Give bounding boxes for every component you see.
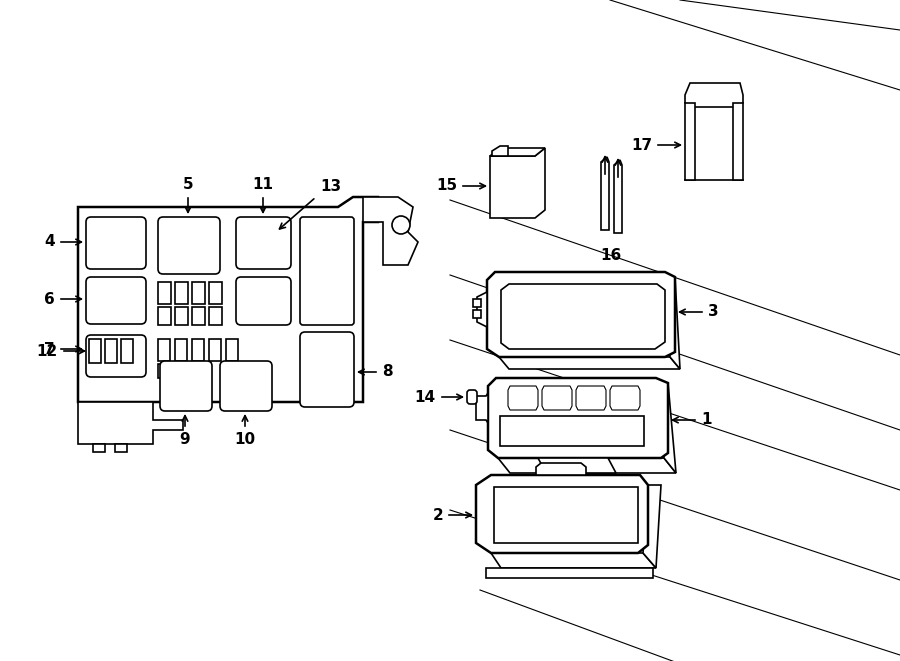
Bar (175, 282, 188, 304)
Polygon shape (733, 103, 743, 180)
Bar (473, 299, 481, 307)
Polygon shape (614, 160, 622, 233)
Text: 13: 13 (320, 179, 341, 194)
Polygon shape (501, 284, 665, 349)
Bar (89, 339, 101, 363)
Polygon shape (492, 146, 508, 156)
Polygon shape (78, 402, 183, 444)
Polygon shape (601, 157, 609, 230)
Text: 5: 5 (183, 177, 194, 192)
Bar (473, 310, 481, 318)
Polygon shape (78, 197, 378, 402)
Text: 15: 15 (436, 178, 457, 194)
Bar (158, 282, 171, 304)
Polygon shape (476, 475, 648, 553)
Text: 11: 11 (253, 177, 274, 192)
Polygon shape (487, 272, 675, 357)
Polygon shape (685, 103, 695, 180)
Bar (158, 339, 170, 361)
FancyBboxPatch shape (86, 335, 146, 377)
Polygon shape (542, 386, 572, 410)
Bar (494, 487, 638, 543)
Polygon shape (363, 197, 418, 265)
Bar (192, 307, 205, 325)
Bar (226, 339, 238, 361)
Bar (175, 339, 187, 361)
Bar (93, 444, 105, 452)
Text: 9: 9 (180, 432, 190, 447)
Text: 7: 7 (44, 342, 55, 356)
FancyBboxPatch shape (86, 217, 146, 269)
Polygon shape (643, 485, 661, 568)
Bar (209, 339, 221, 361)
Polygon shape (536, 463, 586, 475)
FancyBboxPatch shape (220, 361, 272, 411)
Bar (209, 307, 222, 325)
Polygon shape (476, 393, 488, 423)
Polygon shape (491, 553, 656, 568)
Polygon shape (490, 148, 545, 218)
Text: 10: 10 (234, 432, 256, 447)
Bar (500, 416, 644, 446)
Bar (105, 339, 117, 363)
Bar (175, 364, 187, 378)
Text: 17: 17 (631, 137, 652, 153)
FancyBboxPatch shape (86, 277, 146, 324)
Bar (209, 282, 222, 304)
Bar (115, 444, 127, 452)
FancyBboxPatch shape (300, 332, 354, 407)
Bar (175, 307, 188, 325)
Polygon shape (610, 386, 640, 410)
FancyBboxPatch shape (160, 361, 212, 411)
Text: 4: 4 (44, 235, 55, 249)
Text: 1: 1 (701, 412, 712, 428)
FancyBboxPatch shape (236, 277, 291, 325)
Polygon shape (685, 83, 743, 107)
Polygon shape (490, 148, 545, 156)
Bar (158, 307, 171, 325)
Polygon shape (576, 386, 606, 410)
Bar (121, 339, 133, 363)
Text: 2: 2 (432, 508, 443, 522)
Polygon shape (486, 568, 653, 578)
Bar (192, 282, 205, 304)
FancyBboxPatch shape (300, 217, 354, 325)
Polygon shape (477, 292, 487, 327)
Polygon shape (488, 378, 668, 458)
Bar (158, 364, 170, 378)
Text: 14: 14 (414, 389, 435, 405)
Text: 16: 16 (600, 248, 622, 263)
FancyBboxPatch shape (236, 217, 291, 269)
Polygon shape (538, 458, 616, 473)
Text: 12: 12 (37, 344, 58, 358)
Text: 6: 6 (44, 292, 55, 307)
Bar (192, 339, 204, 361)
Circle shape (392, 216, 410, 234)
Text: 3: 3 (708, 305, 718, 319)
Polygon shape (508, 386, 538, 410)
Polygon shape (498, 458, 676, 473)
Polygon shape (499, 357, 680, 369)
FancyBboxPatch shape (158, 217, 220, 274)
Text: 8: 8 (382, 364, 392, 379)
FancyBboxPatch shape (467, 390, 477, 404)
Polygon shape (665, 277, 680, 369)
Polygon shape (656, 383, 676, 473)
